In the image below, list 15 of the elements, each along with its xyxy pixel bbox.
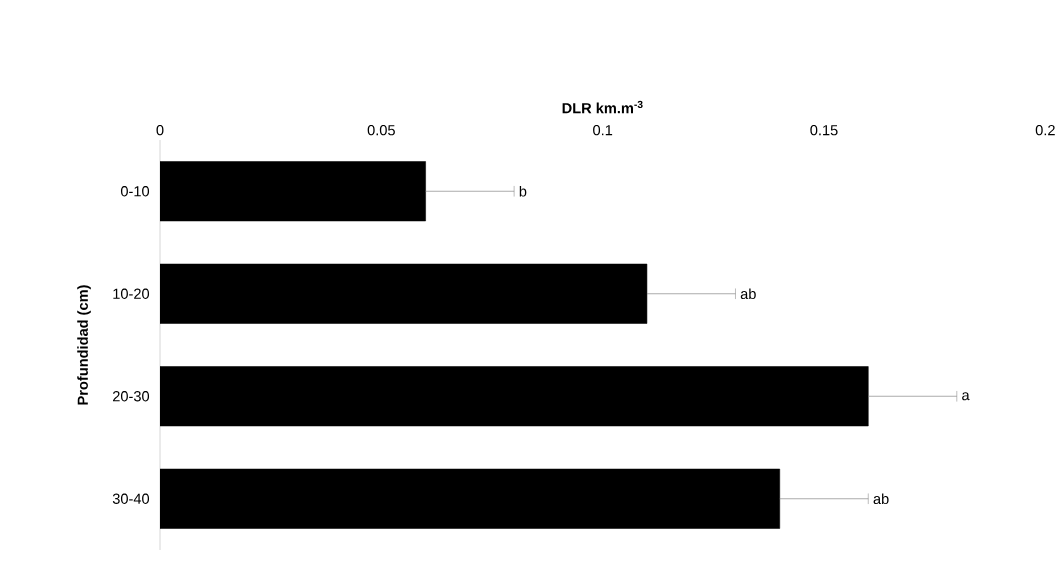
y-tick-label: 30-40: [112, 493, 150, 504]
x-tick-label: 0.15: [810, 124, 838, 136]
annotation: a: [962, 392, 970, 401]
x-tick-label: 0: [156, 124, 164, 136]
annotation: ab: [740, 288, 756, 300]
annotation: b: [519, 185, 527, 197]
y-tick-label: 20-30: [113, 391, 150, 402]
y-tick-label: 0-10: [120, 186, 150, 197]
x-axis-title: DLR km.m$^{-3}$: [562, 100, 643, 114]
annotation: ab: [873, 493, 889, 505]
x-tick-label: 0.05: [367, 124, 395, 136]
x-tick-label: 0.2: [1035, 124, 1055, 136]
x-tick-label: 0.1: [593, 124, 613, 136]
y-axis-title: Profundidad (cm): [77, 285, 91, 405]
y-tick-label: 10-20: [113, 288, 150, 299]
